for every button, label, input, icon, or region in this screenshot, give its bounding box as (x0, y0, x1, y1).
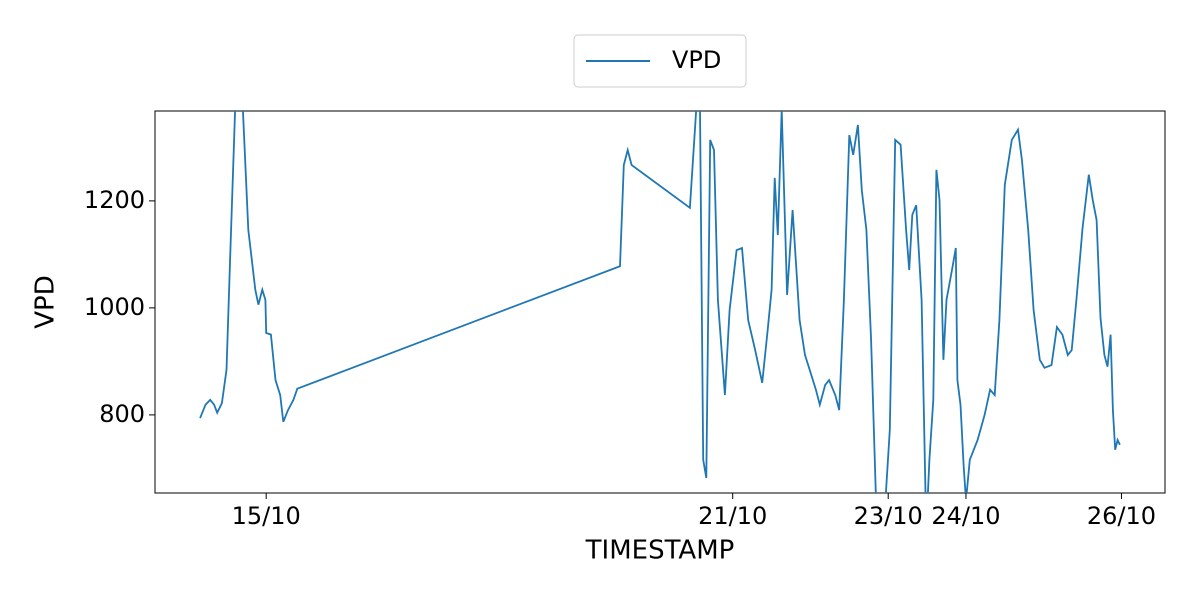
x-tick-label: 23/10 (854, 502, 923, 530)
plot-area (199, 111, 1121, 493)
x-tick-label: 26/10 (1087, 502, 1156, 530)
x-tick-label: 21/10 (698, 502, 767, 530)
legend: VPD (573, 34, 747, 88)
y-tick-label: 1000 (84, 293, 145, 321)
x-tick-label: 15/10 (232, 502, 301, 530)
plot-frame (154, 110, 1166, 494)
y-axis-label: VPD (31, 275, 61, 329)
y-tick-label: 800 (99, 400, 145, 428)
y-tick-label: 1200 (84, 186, 145, 214)
x-tick-label: 24/10 (931, 502, 1000, 530)
x-axis-label: TIMESTAMP (585, 536, 735, 566)
legend-box (573, 34, 747, 88)
line-series (199, 111, 1121, 493)
legend-label: VPD (672, 46, 721, 74)
